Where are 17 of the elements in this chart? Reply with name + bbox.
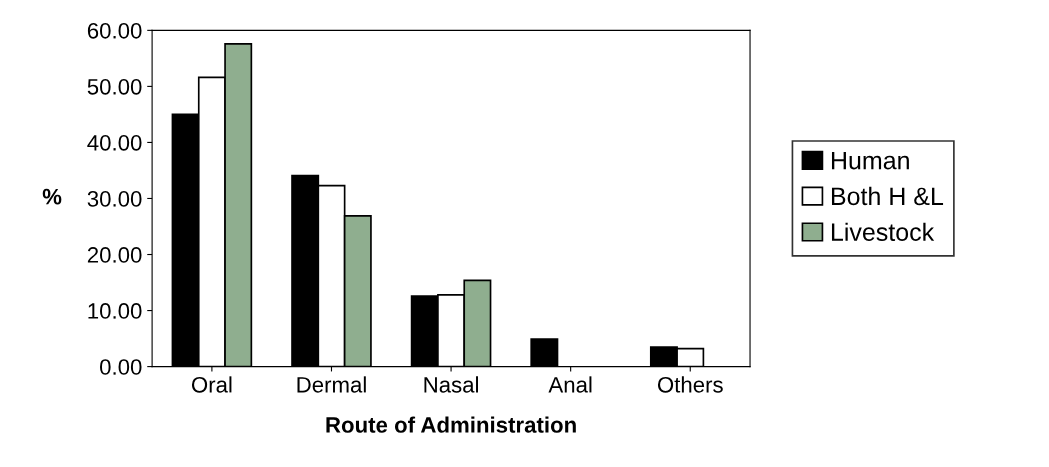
x-tick-label: Oral [191, 376, 232, 393]
y-tick-label: 20.00 [87, 247, 142, 263]
x-tick-label: Dermal [297, 376, 366, 393]
y-tick-label: 10.00 [88, 303, 142, 319]
y-tick-label: 60.00 [87, 22, 142, 39]
y-tick-label: 40.00 [87, 134, 142, 151]
y-tick-label: 30.00 [87, 191, 142, 207]
y-tick-label: 50.00 [87, 78, 142, 95]
x-tick-label: Others [657, 376, 723, 393]
y-axis-title: % [42, 188, 62, 205]
x-axis-title: Route of Administration [326, 416, 576, 433]
legend-label: Livestock [831, 222, 935, 241]
x-tick-label: Anal [548, 376, 592, 393]
legend-label: Human [831, 151, 909, 170]
legend-label: Both H &L [831, 186, 944, 206]
x-tick-label: Nasal [424, 376, 478, 393]
y-tick-label: 0.00 [100, 359, 142, 375]
